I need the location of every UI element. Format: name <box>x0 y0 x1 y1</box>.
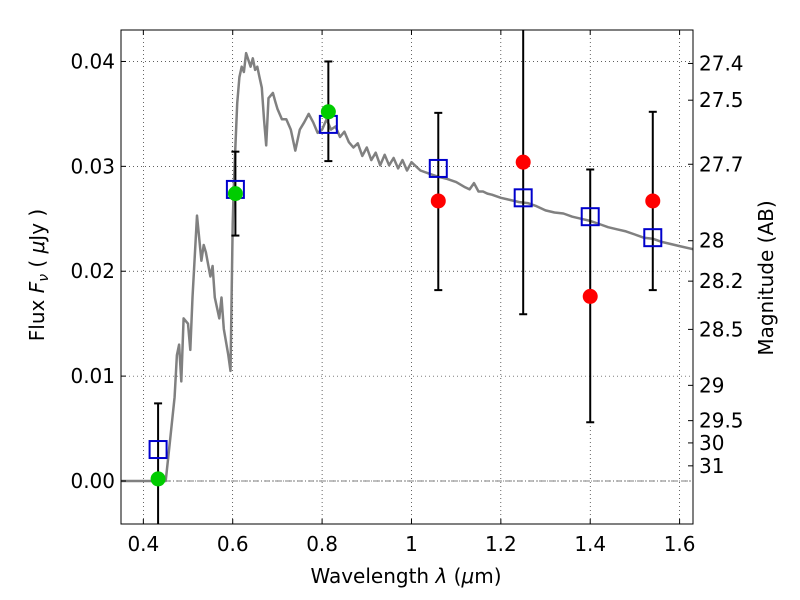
x-tick-label: 1.2 <box>485 532 517 556</box>
x-tick-label: 0.6 <box>217 532 249 556</box>
y-tick-label: 0.04 <box>70 49 115 73</box>
upper-limit-point <box>430 193 446 209</box>
y-tick-label: 0.01 <box>70 364 115 388</box>
x-tick-label: 0.4 <box>127 532 159 556</box>
y-axis-title: Flux Fν ( μJy ) <box>25 209 52 341</box>
y-tick-label: 0.00 <box>70 469 115 493</box>
model-photometry-square <box>513 188 533 208</box>
upper-limit-point <box>582 288 598 304</box>
y2-tick-label: 27.4 <box>699 51 744 75</box>
y2-tick-label: 28.2 <box>699 269 744 293</box>
error-bars <box>154 30 657 524</box>
y2-tick-label: 27.7 <box>699 152 744 176</box>
detection-point <box>320 104 336 120</box>
detection-point <box>227 186 243 202</box>
detection-point <box>150 471 166 487</box>
y2-tick-label: 30 <box>699 431 724 455</box>
grid-lines <box>121 30 693 524</box>
y-tick-label: 0.03 <box>70 154 115 178</box>
y2-tick-label: 29.5 <box>699 409 744 433</box>
x-tick-label: 1.6 <box>664 532 696 556</box>
model-spectrum <box>121 51 694 483</box>
photometry-markers <box>148 104 663 487</box>
x-tick-label: 1.4 <box>574 532 606 556</box>
y2-tick-label: 31 <box>699 454 724 478</box>
y2-tick-label: 28.5 <box>699 317 744 341</box>
error-bar <box>519 30 528 316</box>
y-tick-label: 0.02 <box>70 259 115 283</box>
error-bar <box>154 402 163 524</box>
upper-limit-point <box>645 193 661 209</box>
upper-limit-point <box>515 154 531 170</box>
model-photometry-square <box>148 440 168 460</box>
model-photometry-square <box>643 228 663 248</box>
y2-tick-label: 27.5 <box>699 88 744 112</box>
x-tick-label: 1 <box>405 532 418 556</box>
x-axis-title: Wavelength λ (μm) <box>310 564 501 588</box>
model-photometry-square <box>428 158 448 178</box>
model-photometry-square <box>580 207 600 227</box>
x-tick-label: 0.8 <box>306 532 338 556</box>
plot-frame <box>120 29 694 525</box>
y2-tick-label: 28 <box>699 229 724 253</box>
y2-axis-title: Magnitude (AB) <box>754 200 778 355</box>
spectrum-line <box>121 51 694 483</box>
axis-ticks: 0.4 0.6 0.8 1 1.2 1.4 1.6 0.00 0.01 0.02 0.03 0.04 2… <box>70 30 744 556</box>
y2-tick-label: 29 <box>699 373 724 397</box>
